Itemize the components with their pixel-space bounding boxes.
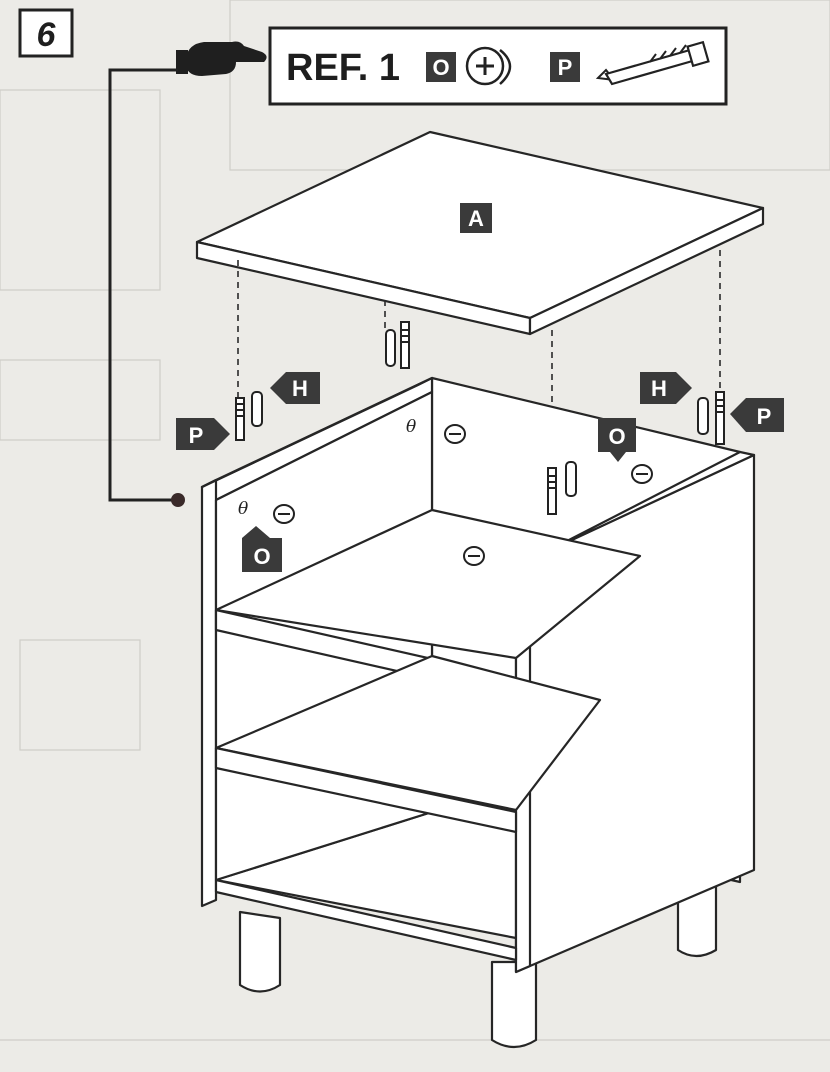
cabinet-legs: [238, 880, 718, 1049]
ref-part-p-badge: [550, 52, 580, 82]
label-o-right-badge: [598, 418, 636, 462]
step-number: 6: [37, 16, 57, 54]
panel-a-label: A: [468, 206, 484, 231]
ref-part-p-label: P: [558, 55, 573, 80]
dowel-h-left: [251, 391, 263, 427]
bolt-p-front: [547, 467, 557, 515]
svg-text:θ: θ: [406, 417, 416, 437]
bolt-p-back: [400, 321, 410, 369]
label-h-right-badge: [640, 372, 692, 404]
cam-lock-shelf: [463, 546, 485, 566]
dowel-h-right: [697, 397, 709, 435]
label-p-right: P: [757, 404, 772, 429]
cam-lock-left: θ: [238, 499, 295, 524]
dowel-h-back: [385, 329, 396, 367]
part-labels: H P O H P O: [176, 372, 784, 572]
label-h-left-badge: [270, 372, 320, 404]
label-o-left-badge: [242, 526, 282, 572]
cam-locks: θ θ: [238, 417, 653, 566]
cam-lock-icon: [465, 46, 512, 86]
cabinet-body: [200, 376, 756, 974]
top-panel-a: A: [195, 130, 765, 336]
label-p-left-badge: [176, 418, 230, 450]
dowel-h-front: [565, 461, 577, 497]
svg-text:θ: θ: [238, 499, 248, 519]
bolt-p-left: [235, 397, 245, 441]
reference-box: REF. 1 O P: [268, 26, 728, 106]
reference-leader: [108, 68, 185, 507]
label-p-left: P: [189, 423, 204, 448]
label-p-right-badge: [730, 398, 784, 432]
cam-bolt-icon: [595, 40, 710, 86]
label-h-left: H: [292, 376, 308, 401]
label-o-left: O: [253, 544, 270, 569]
ref-part-o-badge: [426, 52, 456, 82]
ref-part-o-label: O: [432, 55, 449, 80]
cam-lock-right: [631, 464, 653, 484]
dowels-and-bolts: [235, 321, 725, 515]
label-h-right: H: [651, 376, 667, 401]
pointing-hand-icon: [176, 41, 267, 76]
panel-a-badge: [460, 203, 492, 233]
bolt-p-right: [715, 391, 725, 445]
label-o-right: O: [608, 424, 625, 449]
step-number-box: 6: [18, 8, 74, 58]
cam-lock-back: θ: [406, 417, 466, 444]
reference-label: REF. 1: [286, 47, 400, 89]
